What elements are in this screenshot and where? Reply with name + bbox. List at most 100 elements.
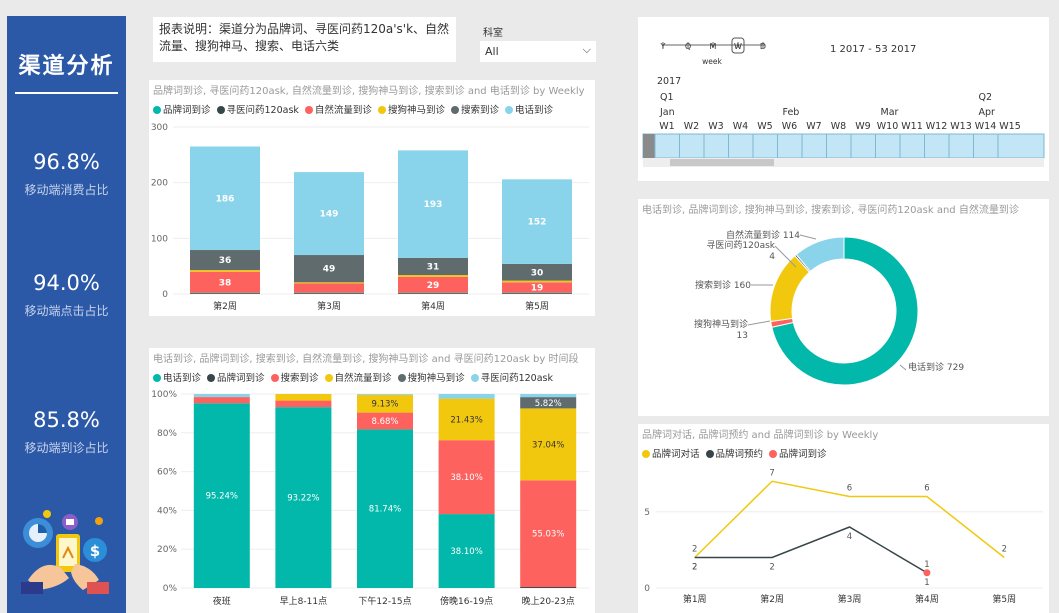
timeline-week: W11 [901, 121, 922, 132]
donut-slice [795, 236, 845, 273]
data-label: 29 [427, 281, 440, 291]
bar-segment [438, 394, 495, 399]
legend-item[interactable]: 搜索到诊 [450, 105, 499, 116]
timeline-month: Feb [783, 107, 800, 118]
legend-dot [377, 106, 386, 114]
timeline-week: W15 [999, 121, 1020, 132]
legend-item[interactable]: 品牌词到诊 [769, 449, 827, 460]
legend-label: 自然流量到诊 [314, 105, 372, 116]
bar-segment [502, 280, 572, 283]
sidebar-divider [15, 92, 118, 94]
legend-dot [397, 374, 406, 382]
timeslot-channel-chart: 0% 20% 40% 60% 80% 100% 95.24% 夜班 93.22% 早上8-11点 8… [151, 390, 589, 607]
data-label: 9.13% [371, 400, 398, 410]
bar-segment [275, 400, 332, 408]
kpi-value-mobile-visit: 85.8% [33, 408, 100, 432]
timeline-week: W6 [782, 121, 797, 132]
legend-item[interactable]: 品牌词预约 [705, 449, 763, 460]
chart-title: 电话到诊, 品牌词到诊, 搜索到诊, 自然流量到诊, 搜狗神马到诊 and 寻医… [153, 354, 579, 365]
mobile-payment-illustration: $ [21, 510, 109, 594]
legend-item[interactable]: 寻医问药120ask [216, 105, 299, 116]
series-line [694, 480, 1005, 559]
donut-data-label: 电话到诊 729 [908, 361, 964, 373]
y-tick-label: 100% [151, 390, 177, 400]
granularity-D: D [760, 42, 766, 51]
data-label: 31 [427, 262, 440, 272]
legend-dot [504, 106, 513, 114]
granularity-active-box [731, 37, 745, 54]
timeline-week: W4 [733, 121, 748, 132]
x-tick-label: 第3周 [317, 300, 341, 312]
legend-label: 品牌词到诊 [163, 105, 211, 116]
granularity-unit-label: week [702, 57, 722, 66]
x-tick-label: 第5周 [992, 593, 1016, 605]
data-label: 1 [924, 578, 929, 588]
bar-segment [193, 397, 250, 404]
legend-label: 电话到诊 [514, 105, 553, 116]
legend-label: 寻医问药120ask [226, 105, 299, 116]
bar-segment [398, 150, 468, 258]
data-label: 8.68% [371, 417, 398, 427]
sidebar: 渠道分析 96.8% 移动端消费占比 94.0% 移动端点击占比 85.8% 移… [7, 16, 126, 613]
data-label: 37.04% [532, 440, 564, 450]
bar-segment [502, 282, 572, 293]
legend-item[interactable]: 寻医问药120ask [470, 373, 553, 384]
timeline-quarter: Q2 [979, 92, 993, 103]
data-label: 38.10% [450, 473, 482, 483]
legend-dot [304, 106, 313, 114]
donut-leader-line [747, 320, 771, 326]
bar-segment [520, 394, 577, 398]
data-label: 193 [424, 200, 443, 210]
legend-item[interactable]: 搜狗神马到诊 [397, 373, 465, 384]
y-tick-label: 0 [644, 584, 650, 594]
timeline-month: Jan [659, 107, 675, 118]
legend-item[interactable]: 品牌词到诊 [153, 105, 211, 116]
data-label: 2 [692, 563, 697, 573]
x-tick-label: 第4周 [421, 300, 445, 312]
data-label: 93.22% [287, 494, 319, 504]
bar-segment [357, 394, 413, 413]
legend-item[interactable]: 搜索到诊 [270, 373, 319, 384]
bar-segment [275, 394, 332, 401]
legend-item[interactable]: 电话到诊 [153, 373, 201, 384]
legend-dot [769, 450, 778, 458]
legend-dot [207, 374, 216, 382]
donut-data-label: 4 [769, 252, 775, 262]
legend-dot [705, 450, 714, 458]
legend-item[interactable]: 自然流量到诊 [324, 373, 392, 384]
granularity-W: W [734, 42, 742, 51]
bar-segment [438, 514, 495, 588]
legend-label: 寻医问药120ask [480, 373, 553, 384]
bar-segment [398, 257, 468, 276]
data-label: 5.82% [535, 399, 562, 409]
bar-segment [520, 480, 577, 588]
data-label: 19 [531, 284, 544, 294]
donut-data-label: 搜索到诊 160 [695, 279, 751, 291]
legend-item[interactable]: 品牌词到诊 [207, 373, 265, 384]
department-filter-select[interactable]: All ⌵ [480, 41, 596, 62]
bar-segment [438, 398, 495, 441]
data-label: 152 [528, 218, 547, 228]
timeslot-channel-chart-card: 电话到诊, 品牌词到诊, 搜索到诊, 自然流量到诊, 搜狗神马到诊 and 寻医… [149, 348, 595, 613]
legend-item[interactable]: 品牌词对话 [642, 449, 700, 460]
donut-leader-line [799, 234, 817, 240]
bar-segment [294, 293, 364, 294]
timeline-scrollbar-track [643, 158, 1044, 167]
data-label: 6 [924, 484, 929, 494]
x-tick-label: 下午12-15点 [358, 595, 411, 607]
x-tick-label: 晚上20-23点 [522, 596, 575, 607]
bar-segment [294, 292, 364, 294]
timeline-month: Mar [881, 107, 899, 118]
legend-item[interactable]: 电话到诊 [504, 105, 553, 116]
bar-segment [502, 292, 572, 294]
legend-item[interactable]: 搜狗神马到诊 [377, 105, 445, 116]
bar-segment [294, 282, 364, 284]
bar-segment [502, 293, 572, 294]
data-label: 49 [323, 265, 336, 275]
chevron-down-icon: ⌵ [582, 43, 591, 56]
data-label: 6 [847, 484, 852, 494]
channel-donut-card: 电话到诊, 品牌词到诊, 搜狗神马到诊, 搜索到诊, 寻医问药120ask an… [638, 199, 1049, 416]
legend-item[interactable]: 自然流量到诊 [304, 105, 372, 116]
